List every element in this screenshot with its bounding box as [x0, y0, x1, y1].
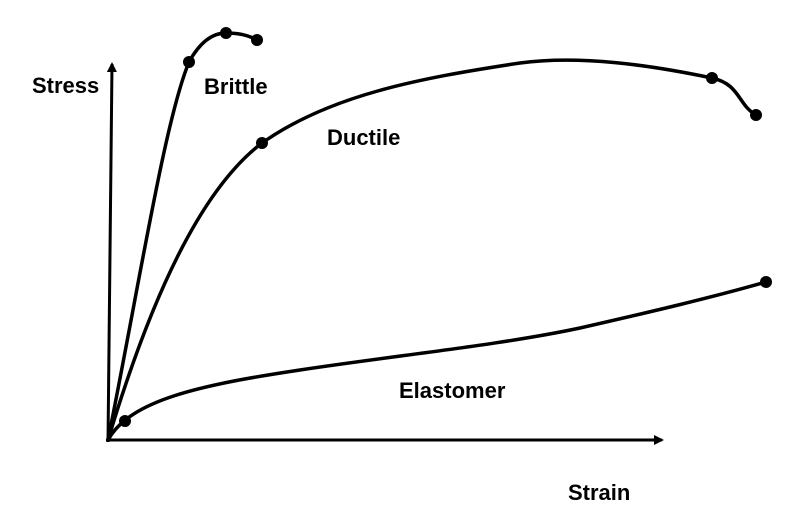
brittle-fracture-point — [251, 34, 263, 46]
ductile-label: Ductile — [327, 125, 401, 150]
x-axis-label: Strain — [568, 480, 631, 505]
y-axis — [106, 62, 117, 443]
brittle-point — [220, 27, 232, 39]
elastomer-label: Elastomer — [399, 378, 506, 403]
ductile-fracture-point — [750, 109, 762, 121]
elastomer-curve — [106, 280, 767, 441]
ductile-point — [706, 72, 718, 84]
y-axis-label: Stress — [32, 73, 100, 98]
ductile-yield-point — [256, 137, 268, 149]
brittle-label: Brittle — [204, 74, 268, 99]
elastomer-fracture-point — [760, 276, 772, 288]
elastomer-point — [119, 415, 131, 427]
brittle-point — [183, 56, 195, 68]
